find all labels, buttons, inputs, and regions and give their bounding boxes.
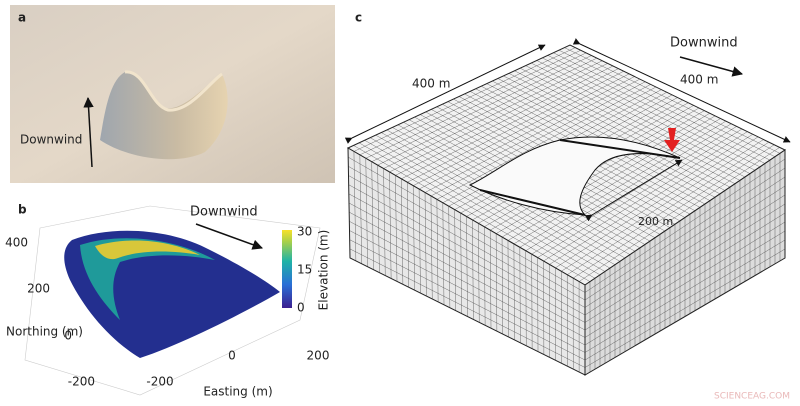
x-axis-label: Easting (m) <box>203 385 272 399</box>
colorbar-tick: 0 <box>297 301 305 315</box>
mesh-line <box>584 248 786 368</box>
y-tick: 200 <box>27 282 50 296</box>
y-tick: -200 <box>68 375 95 389</box>
mesh-line <box>584 239 786 361</box>
mesh-line <box>584 203 786 331</box>
colorbar-title: Elevation (m) <box>317 230 331 311</box>
dimension-line <box>584 159 683 222</box>
dimension-line <box>572 38 791 143</box>
arrow <box>83 96 94 168</box>
colorbar <box>282 230 292 308</box>
colorbar-tick: 15 <box>297 263 312 277</box>
mesh-line <box>349 239 586 361</box>
mesh-line <box>584 212 786 338</box>
axes-box <box>24 205 321 396</box>
watermark: SCIENCEAG.COM <box>714 392 790 402</box>
arrow-label: Downwind <box>190 205 258 220</box>
mesh-line <box>584 185 786 316</box>
mesh-line <box>348 193 586 323</box>
panel-c: c 400 m 400 m Downwind 200 m <box>344 11 791 376</box>
mesh-line <box>348 184 586 316</box>
mesh-line <box>584 158 786 293</box>
mesh-line <box>584 176 786 308</box>
mesh-line <box>348 175 586 308</box>
mesh-line <box>348 157 586 293</box>
mesh-line <box>584 167 786 301</box>
panel-a: a Downwind <box>10 5 335 183</box>
dimension-label: 400 m <box>680 73 718 87</box>
dune-crest <box>124 70 223 112</box>
dimension-line <box>344 44 546 144</box>
y-tick: 0 <box>64 329 72 343</box>
x-tick: -200 <box>146 375 173 389</box>
surface-crest <box>95 240 200 260</box>
panel-label: a <box>18 11 26 25</box>
arrow <box>679 56 744 77</box>
arrow <box>195 223 263 250</box>
mesh-line <box>348 166 586 301</box>
colorbar-tick: 30 <box>297 225 312 239</box>
mesh-line <box>348 202 586 331</box>
panel-label: c <box>355 11 362 25</box>
y-axis-label: Northing (m) <box>6 325 83 339</box>
mesh-line <box>349 212 586 338</box>
panel-label: b <box>18 203 27 217</box>
arrow-label: Downwind <box>20 133 82 147</box>
mesh-line <box>584 221 786 346</box>
panel-b: b 400 200 0 -200 Northing (m) -200 0 200… <box>5 203 330 399</box>
mesh-line <box>584 194 786 323</box>
arrow-label: Downwind <box>670 36 738 51</box>
x-tick: 0 <box>228 349 236 363</box>
mesh-line <box>349 221 586 346</box>
dimension-label: 200 m <box>638 215 673 228</box>
dimension-label: 400 m <box>412 77 450 91</box>
mesh-line <box>349 248 586 368</box>
dune-edge <box>479 139 681 216</box>
y-tick: 400 <box>5 236 28 250</box>
dune <box>100 71 228 160</box>
x-tick: 200 <box>307 349 330 363</box>
mesh-line <box>349 230 586 353</box>
mesh-line <box>584 230 786 353</box>
